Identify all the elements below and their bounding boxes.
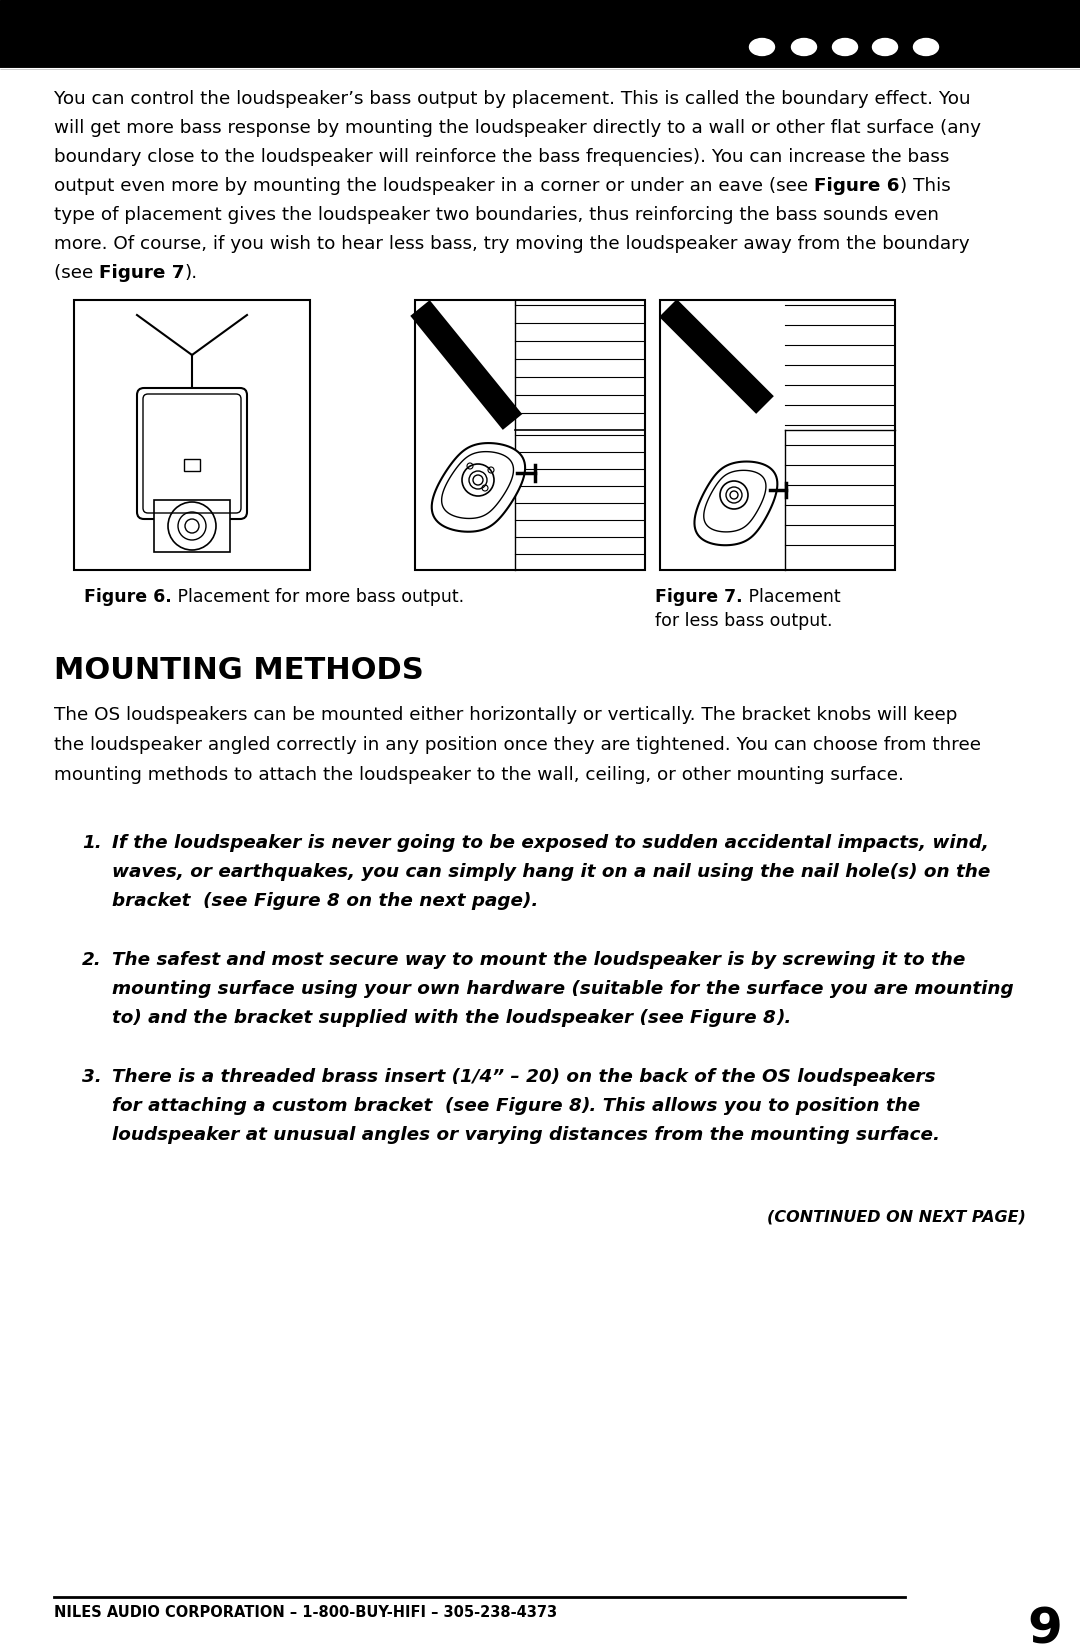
Text: the loudspeaker angled correctly in any position once they are tightened. You ca: the loudspeaker angled correctly in any … — [54, 737, 981, 755]
Text: 2.: 2. — [82, 950, 102, 968]
Text: If the loudspeaker is never going to be exposed to sudden accidental impacts, wi: If the loudspeaker is never going to be … — [112, 834, 989, 852]
Text: MOUNTING METHODS: MOUNTING METHODS — [54, 656, 423, 686]
Text: Figure 7: Figure 7 — [99, 265, 185, 283]
Ellipse shape — [914, 38, 939, 56]
Text: type of placement gives the loudspeaker two boundaries, thus reinforcing the bas: type of placement gives the loudspeaker … — [54, 206, 939, 224]
Text: on the next page).: on the next page). — [339, 893, 538, 911]
Polygon shape — [694, 462, 778, 546]
Ellipse shape — [792, 38, 816, 56]
Text: loudspeaker at unusual angles or varying distances from the mounting surface.: loudspeaker at unusual angles or varying… — [112, 1126, 940, 1144]
Text: ) This: ) This — [900, 178, 950, 196]
Ellipse shape — [833, 38, 858, 56]
Text: Figure 6: Figure 6 — [814, 178, 900, 196]
Text: ).: ). — [777, 1009, 792, 1028]
Polygon shape — [432, 444, 525, 531]
Bar — [415, 299, 645, 570]
Text: boundary close to the loudspeaker will reinforce the bass frequencies). You can : boundary close to the loudspeaker will r… — [54, 148, 949, 166]
Text: Figure 8: Figure 8 — [254, 893, 339, 911]
Text: There is a threaded brass insert (1/4” – 20) on the back of the OS loudspeakers: There is a threaded brass insert (1/4” –… — [112, 1069, 935, 1087]
Text: You can control the loudspeaker’s bass output by placement. This is called the b: You can control the loudspeaker’s bass o… — [54, 90, 971, 109]
Bar — [75, 299, 310, 570]
FancyBboxPatch shape — [137, 388, 247, 520]
Text: more. Of course, if you wish to hear less bass, try moving the loudspeaker away : more. Of course, if you wish to hear les… — [54, 235, 970, 253]
Text: Figure 7.: Figure 7. — [654, 589, 743, 607]
Text: The OS loudspeakers can be mounted either horizontally or vertically. The bracke: The OS loudspeakers can be mounted eithe… — [54, 705, 957, 723]
Text: waves, or earthquakes, you can simply hang it on a nail using the nail hole(s) o: waves, or earthquakes, you can simply ha… — [112, 863, 990, 881]
Text: Figure 6.: Figure 6. — [84, 589, 172, 607]
Text: Placement: Placement — [743, 589, 840, 607]
Text: Figure 8: Figure 8 — [690, 1009, 777, 1028]
Text: output even more by mounting the loudspeaker in a corner or under an eave (see: output even more by mounting the loudspe… — [54, 178, 814, 196]
Bar — [154, 500, 230, 552]
Polygon shape — [442, 452, 513, 518]
Text: mounting methods to attach the loudspeaker to the wall, ceiling, or other mounti: mounting methods to attach the loudspeak… — [54, 766, 904, 784]
Text: The safest and most secure way to mount the loudspeaker is by screwing it to the: The safest and most secure way to mount … — [112, 950, 966, 968]
Bar — [184, 459, 200, 472]
Text: 3.: 3. — [82, 1069, 102, 1087]
Text: Figure 8: Figure 8 — [496, 1097, 581, 1115]
Text: for attaching a custom bracket  (see: for attaching a custom bracket (see — [112, 1097, 496, 1115]
Text: will get more bass response by mounting the loudspeaker directly to a wall or ot: will get more bass response by mounting … — [54, 118, 981, 136]
Text: Placement for more bass output.: Placement for more bass output. — [172, 589, 464, 607]
Text: 1.: 1. — [82, 834, 102, 852]
Bar — [660, 299, 895, 570]
Ellipse shape — [873, 38, 897, 56]
Text: ). This allows you to position the: ). This allows you to position the — [581, 1097, 921, 1115]
Ellipse shape — [750, 38, 774, 56]
Text: mounting surface using your own hardware (suitable for the surface you are mount: mounting surface using your own hardware… — [112, 980, 1014, 998]
Text: for less bass output.: for less bass output. — [654, 612, 833, 630]
Text: (CONTINUED ON NEXT PAGE): (CONTINUED ON NEXT PAGE) — [767, 1210, 1026, 1225]
Text: to) and the bracket supplied with the loudspeaker (see: to) and the bracket supplied with the lo… — [112, 1009, 690, 1028]
Text: 9: 9 — [1027, 1605, 1063, 1644]
Text: bracket  (see: bracket (see — [112, 893, 254, 911]
Text: NILES AUDIO CORPORATION – 1-800-BUY-HIFI – 305-238-4373: NILES AUDIO CORPORATION – 1-800-BUY-HIFI… — [54, 1605, 557, 1619]
Polygon shape — [704, 470, 766, 533]
Bar — [0, 0, 1080, 67]
Text: (see: (see — [54, 265, 99, 283]
Text: ).: ). — [185, 265, 198, 283]
